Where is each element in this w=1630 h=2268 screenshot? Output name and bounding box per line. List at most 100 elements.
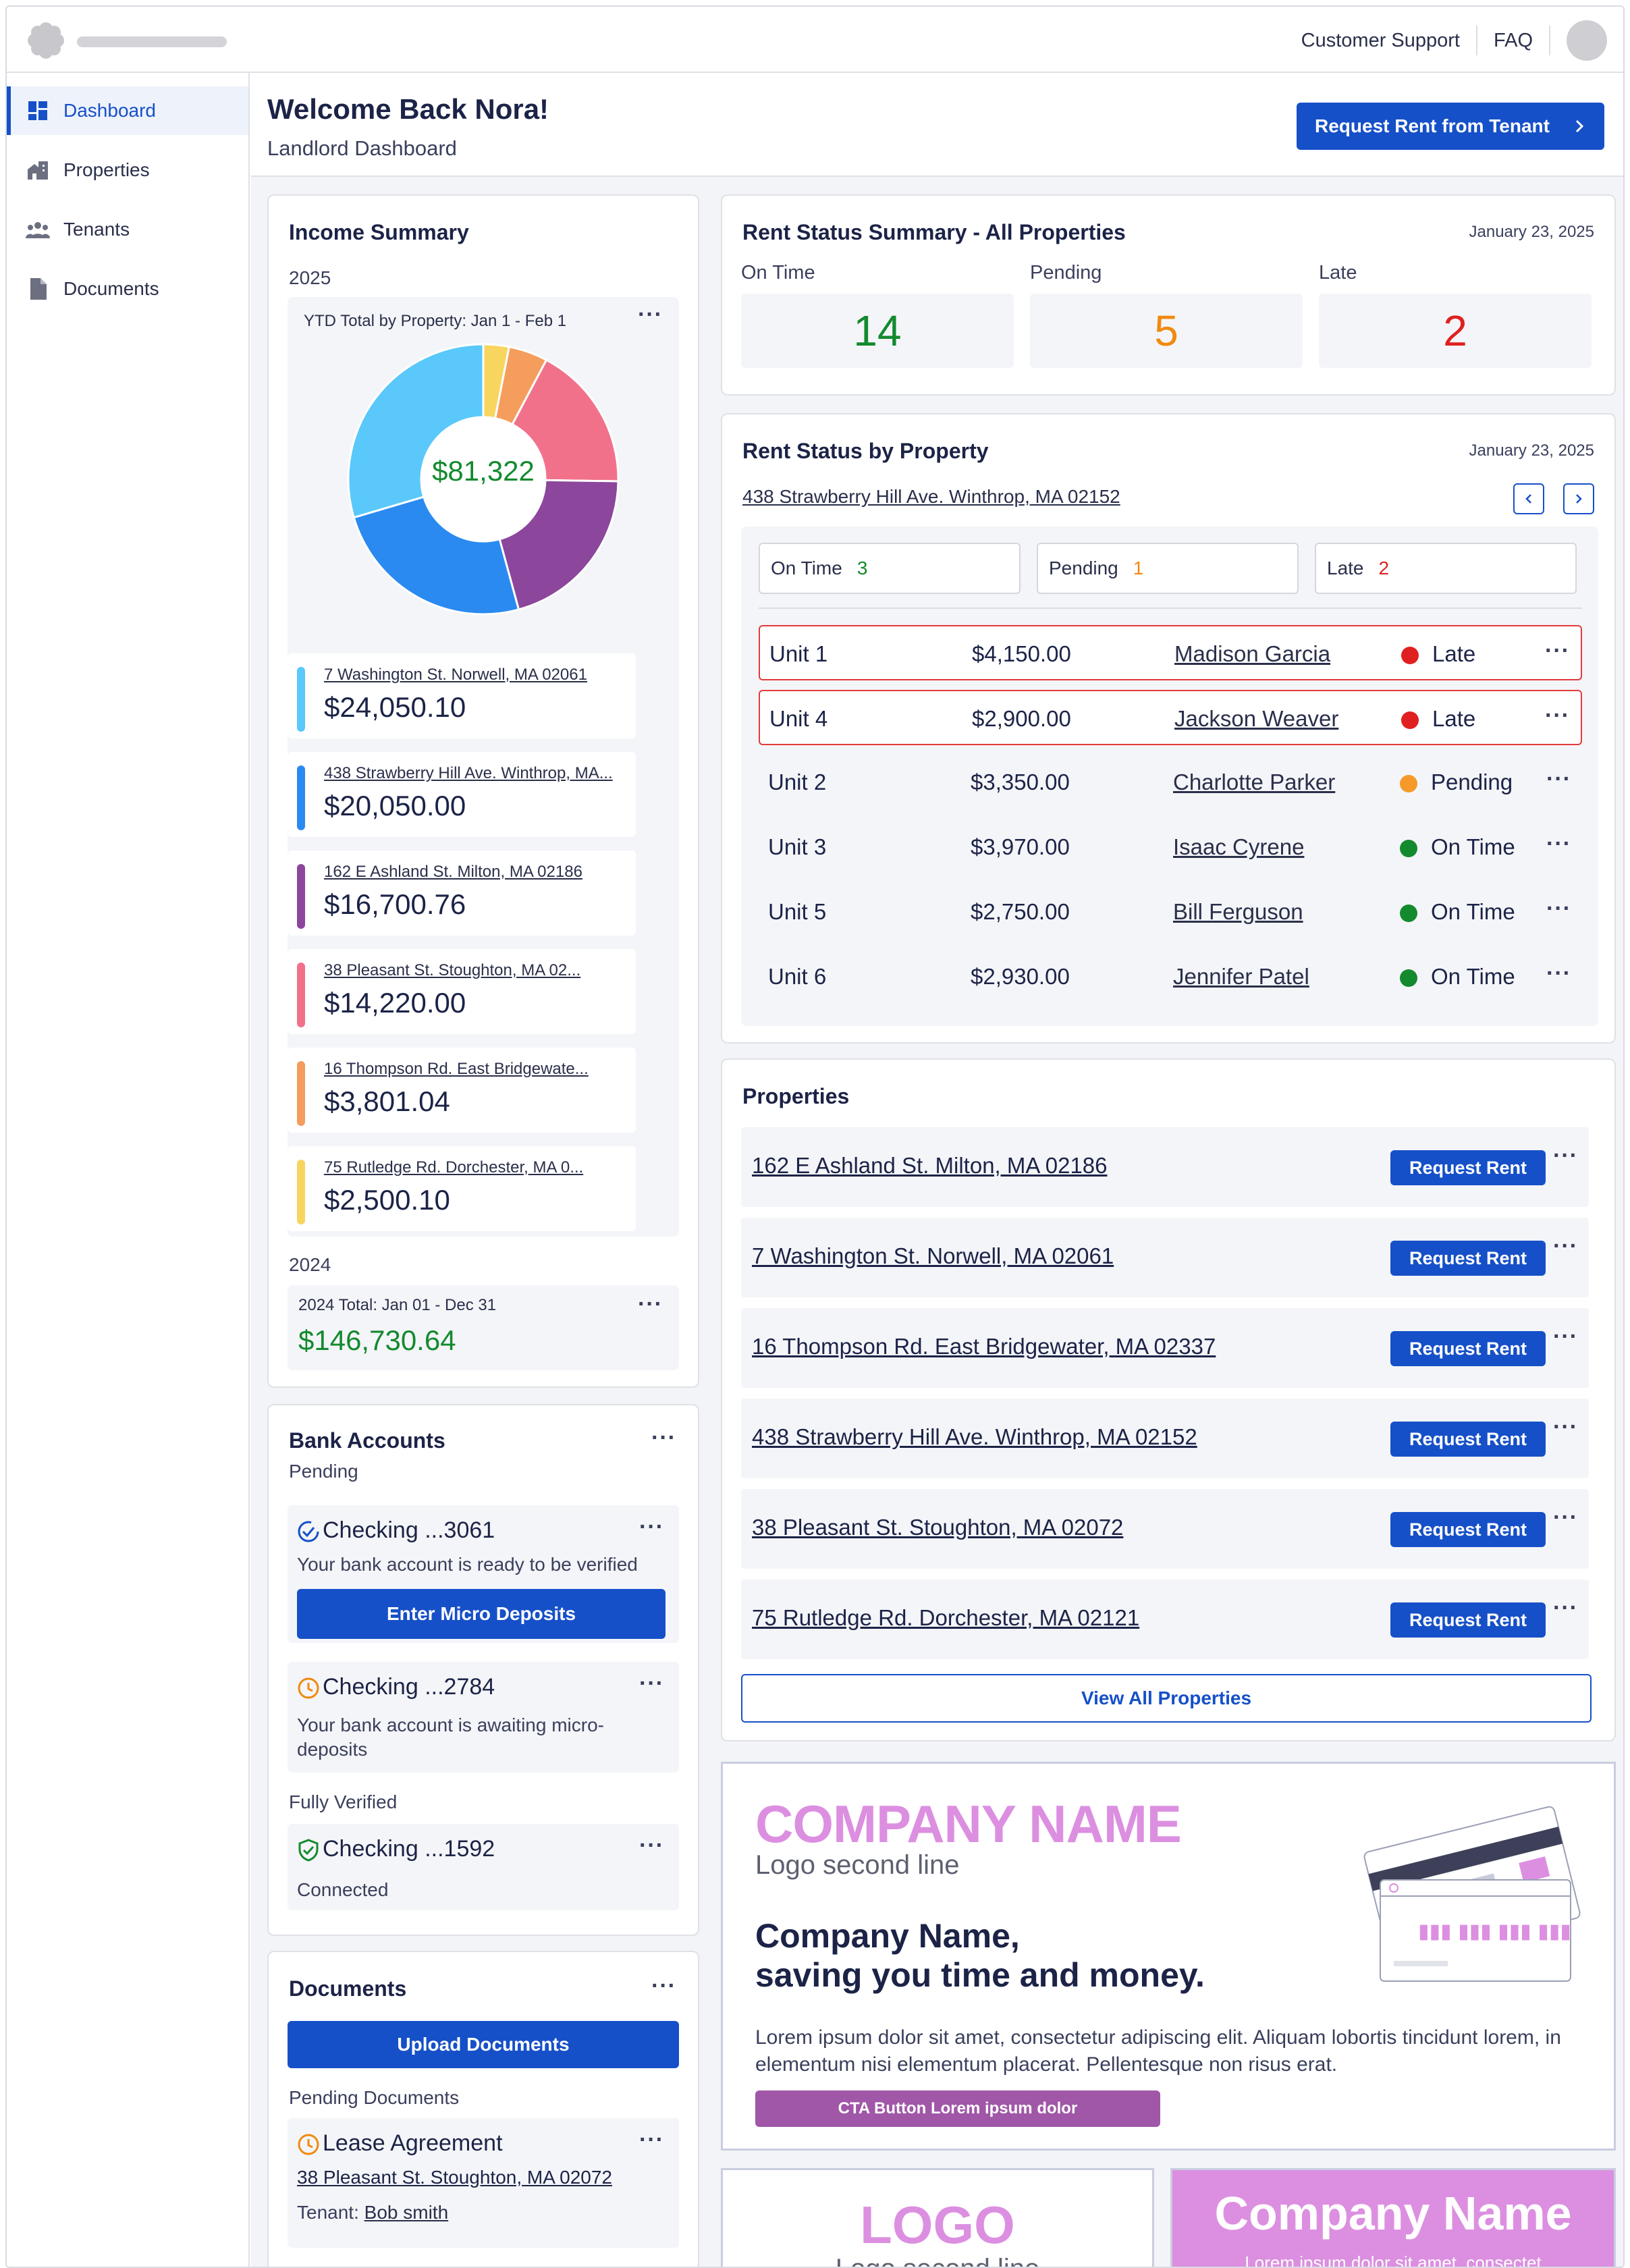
more-options-icon[interactable]: ··· [638,302,663,327]
more-options-icon[interactable]: ··· [639,1514,664,1540]
more-options-icon[interactable]: ··· [1546,831,1571,857]
nav-divider [1549,26,1550,55]
main-content: Welcome Back Nora! Landlord Dashboard Re… [251,73,1623,2267]
filter-late[interactable]: Late 2 [1315,543,1577,594]
property-address-link[interactable]: 75 Rutledge Rd. Dorchester, MA 02121 [752,1605,1140,1630]
nav-divider [1475,26,1477,55]
page-subtitle: Landlord Dashboard [267,136,457,160]
unit-name: Unit 4 [769,706,828,731]
tenant-link[interactable]: Bob smith [364,2202,449,2223]
unit-row[interactable]: Unit 5 $2,750.00 Bill Ferguson On Time ··· [759,884,1582,940]
property-address-link[interactable]: 7 Washington St. Norwell, MA 02061 [752,1243,1114,1268]
clock-icon [298,2134,319,2155]
more-options-icon[interactable]: ··· [1546,961,1571,986]
tenant-link[interactable]: Jackson Weaver [1174,706,1339,731]
enter-micro-deposits-button[interactable]: Enter Micro Deposits [297,1589,665,1639]
customer-support-link[interactable]: Customer Support [1301,29,1460,51]
status-dot [1400,840,1417,857]
unit-row[interactable]: Unit 4 $2,900.00 Jackson Weaver Late ··· [759,690,1582,745]
year-label: 2024 [289,1254,331,1275]
stat-label: On Time [741,262,815,284]
property-address-link[interactable]: 7 Washington St. Norwell, MA 02061 [324,666,587,684]
status-dot [1400,775,1417,792]
unit-row[interactable]: Unit 3 $3,970.00 Isaac Cyrene On Time ··· [759,819,1582,875]
tenant-link[interactable]: Charlotte Parker [1173,770,1336,794]
unit-rent-amount: $4,150.00 [972,641,1071,666]
stat-value: 5 [1030,294,1303,368]
more-options-icon[interactable]: ··· [639,2127,664,2153]
unit-row[interactable]: Unit 6 $2,930.00 Jennifer Patel On Time ··· [759,949,1582,1004]
donut-slice[interactable] [347,343,485,519]
stat-label: Pending [1030,262,1102,284]
sidebar-item-dashboard[interactable]: Dashboard [7,86,248,135]
unit-row[interactable]: Unit 2 $3,350.00 Charlotte Parker Pending ··… [759,755,1582,810]
request-rent-from-tenant-button[interactable]: Request Rent from Tenant [1297,103,1604,150]
more-options-icon[interactable]: ··· [1545,638,1570,664]
app-logo-icon[interactable] [27,22,65,59]
property-address-link[interactable]: 438 Strawberry Hill Ave. Winthrop, MA 02… [752,1424,1197,1449]
ad-tagline: Lorem ipsum dolor sit amet, consectet [1245,2252,1542,2268]
sidebar-item-properties[interactable]: Properties [7,146,248,194]
tenant-link[interactable]: Isaac Cyrene [1173,834,1305,859]
faq-link[interactable]: FAQ [1493,29,1533,51]
more-options-icon[interactable]: ··· [651,1973,676,1999]
property-address-link[interactable]: 162 E Ashland St. Milton, MA 02186 [752,1153,1108,1178]
filter-count: 2 [1378,558,1390,578]
view-all-properties-button[interactable]: View All Properties [741,1674,1592,1723]
bank-accounts-card: Bank Accounts ··· Pending Checking ...30… [267,1404,699,1936]
account-name: Checking ...1592 [323,1836,495,1862]
upload-documents-button[interactable]: Upload Documents [288,2021,679,2068]
request-rent-button[interactable]: Request Rent [1390,1422,1546,1457]
more-options-icon[interactable]: ··· [1545,703,1570,728]
unit-row[interactable]: Unit 1 $4,150.00 Madison Garcia Late ··· [759,625,1582,680]
property-address-link[interactable]: 75 Rutledge Rd. Dorchester, MA 0... [324,1158,584,1177]
document-tenant: Tenant: Bob smith [297,2200,448,2225]
more-options-icon[interactable]: ··· [651,1425,676,1451]
account-status-text: Connected [297,1879,389,1900]
ad-logo-second-line: Logo second line [723,2254,1152,2267]
document-icon [26,277,50,301]
request-rent-button[interactable]: Request Rent [1390,1602,1546,1638]
unit-rent-amount: $2,900.00 [972,706,1071,731]
tenant-link[interactable]: Madison Garcia [1174,641,1331,666]
next-property-button[interactable] [1563,483,1594,514]
user-avatar[interactable] [1567,20,1607,61]
more-options-icon[interactable]: ··· [1553,1233,1578,1259]
more-options-icon[interactable]: ··· [639,1671,664,1696]
sidebar-item-tenants[interactable]: Tenants [7,205,248,254]
more-options-icon[interactable]: ··· [1553,1414,1578,1440]
request-rent-button[interactable]: Request Rent [1390,1512,1546,1547]
ad-cta-button[interactable]: CTA Button Lorem ipsum dolor [755,2090,1160,2127]
filter-on-time[interactable]: On Time 3 [759,543,1021,594]
unit-rent-amount: $3,970.00 [971,834,1070,859]
more-options-icon[interactable]: ··· [1553,1143,1578,1168]
request-rent-button[interactable]: Request Rent [1390,1331,1546,1366]
property-address-link[interactable]: 38 Pleasant St. Stoughton, MA 02072 [752,1515,1124,1540]
unit-name: Unit 6 [768,964,827,989]
filter-pending[interactable]: Pending 1 [1037,543,1299,594]
more-options-icon[interactable]: ··· [639,1833,664,1858]
more-options-icon[interactable]: ··· [1546,766,1571,792]
property-address-link[interactable]: 16 Thompson Rd. East Bridgewater, MA 023… [752,1334,1216,1359]
more-options-icon[interactable]: ··· [1553,1505,1578,1530]
document-property-link[interactable]: 38 Pleasant St. Stoughton, MA 02072 [297,2167,613,2188]
sidebar-item-label: Properties [63,159,150,180]
series-color-bar [297,1061,305,1126]
property-address-link[interactable]: 16 Thompson Rd. East Bridgewate... [324,1060,589,1078]
more-options-icon[interactable]: ··· [1553,1324,1578,1349]
more-options-icon[interactable]: ··· [1553,1595,1578,1621]
more-options-icon[interactable]: ··· [638,1291,663,1317]
property-address-link[interactable]: 162 E Ashland St. Milton, MA 02186 [324,863,582,881]
request-rent-button[interactable]: Request Rent [1390,1241,1546,1276]
more-options-icon[interactable]: ··· [1546,896,1571,921]
account-name: Checking ...3061 [323,1517,495,1543]
property-address-link[interactable]: 438 Strawberry Hill Ave. Winthrop, MA... [324,764,613,782]
sidebar-item-documents[interactable]: Documents [7,265,248,313]
prev-property-button[interactable] [1513,483,1544,514]
request-rent-button[interactable]: Request Rent [1390,1150,1546,1185]
property-address-link[interactable]: 38 Pleasant St. Stoughton, MA 02... [324,961,581,979]
selected-property-link[interactable]: 438 Strawberry Hill Ave. Winthrop, MA 02… [742,486,1120,507]
rent-status-summary-title: Rent Status Summary - All Properties [742,220,1126,244]
tenant-link[interactable]: Jennifer Patel [1173,964,1309,989]
tenant-link[interactable]: Bill Ferguson [1173,899,1303,924]
